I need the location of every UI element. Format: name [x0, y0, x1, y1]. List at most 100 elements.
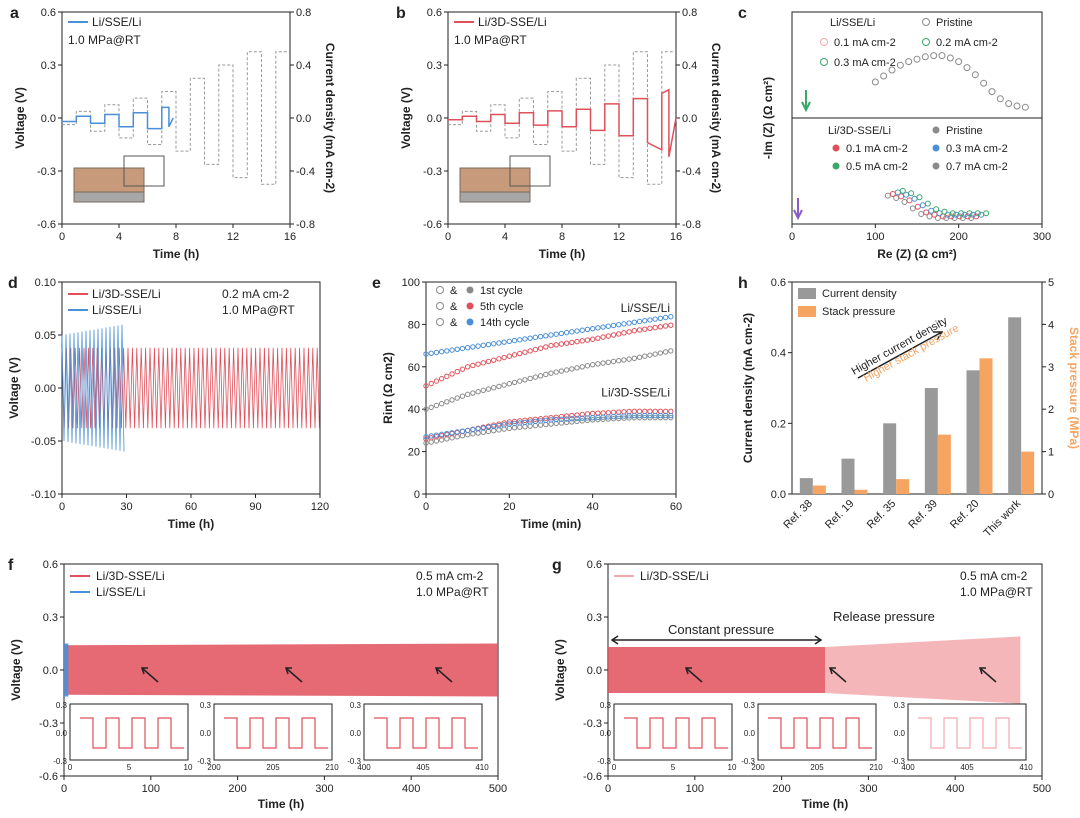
legend-label: Pristine: [946, 125, 983, 137]
x-tick-label: 100: [686, 783, 704, 795]
y-tick-label: 0.3: [41, 60, 56, 72]
rint-point: [569, 339, 575, 346]
nyquist-point: [896, 61, 904, 69]
y2-tick-label: 2: [1048, 404, 1054, 416]
y-tick-label: 60: [408, 362, 420, 374]
legend-label: Li/SSE/Li: [92, 15, 141, 29]
inset-y-tick: 0.0: [350, 729, 362, 738]
rint-point: [543, 415, 549, 421]
legend-marker: [932, 126, 940, 134]
y2-axis-label: Current density (mA cm-2): [323, 43, 337, 193]
rint-point: [657, 324, 664, 330]
x-tick-label: 100: [142, 783, 160, 795]
x-axis-label: Time (h): [153, 247, 199, 261]
zoom-arrow-icon: [140, 667, 159, 683]
nyquist-point: [1005, 100, 1013, 108]
bar-stack-pressure: [896, 479, 910, 494]
legend-label: Current density: [822, 288, 897, 300]
bar-stack-pressure: [854, 489, 868, 494]
legend-label: 0.1 mA cm-2: [846, 143, 908, 155]
rint-point: [470, 390, 476, 396]
rint-point: [496, 383, 502, 390]
rint-point: [636, 414, 643, 421]
legend-label: 0.3 mA cm-2: [834, 57, 896, 69]
y-tick-label: -0.6: [423, 219, 442, 231]
inset-x-tick: 405: [960, 763, 974, 772]
rint-point: [428, 435, 434, 441]
legend-label: Li/3D-SSE/Li: [640, 569, 709, 583]
nyquist-point: [913, 55, 921, 63]
rint-point: [574, 412, 580, 418]
panel-label: d: [8, 275, 18, 292]
inset-y-tick: 0.0: [744, 729, 756, 738]
nyquist-point: [983, 210, 990, 217]
bar-current-density: [799, 478, 813, 494]
rint-point: [616, 331, 622, 337]
rint-point: [589, 414, 596, 421]
rint-point: [574, 338, 580, 345]
rint-point: [444, 399, 450, 405]
y-tick-label: 0.0: [427, 113, 442, 125]
voltage-trace: [62, 106, 174, 130]
x-tick-label: 90: [249, 501, 261, 513]
nyquist-point: [980, 79, 988, 87]
y2-tick-label: 1: [1048, 447, 1054, 459]
electrolyte-layer: [459, 167, 531, 193]
y2-tick-label: 3: [1048, 362, 1054, 374]
rint-point: [610, 409, 617, 416]
inset-frame: [757, 703, 877, 761]
rint-point: [501, 339, 507, 345]
inset-y-tick: 0.3: [894, 701, 906, 710]
rint-point: [621, 330, 627, 336]
nyquist-point: [1021, 103, 1029, 111]
rint-point: [511, 418, 518, 425]
annotation-label: 1.0 MPa@RT: [68, 33, 141, 47]
legend-marker: [832, 144, 840, 152]
y-tick-label: 0.6: [427, 7, 442, 19]
y-tick-label: 0.6: [43, 559, 58, 571]
nyquist-point: [971, 71, 979, 79]
rint-point: [537, 416, 544, 422]
rint-point: [563, 340, 570, 346]
rint-point: [501, 420, 507, 426]
y2-tick-label: -0.4: [296, 166, 315, 178]
category-label: Ref. 35: [865, 498, 899, 532]
legend-swatch: [798, 306, 816, 317]
rint-point: [589, 410, 596, 417]
x-tick-label: 0: [789, 231, 795, 243]
inset-x-tick: 210: [869, 763, 883, 772]
category-label: This work: [982, 497, 1024, 539]
legend-label: 1st cycle: [480, 285, 523, 297]
x-tick-label: 100: [866, 231, 884, 243]
category-label: Ref. 20: [948, 498, 982, 532]
y-tick-label: -0.3: [583, 718, 602, 730]
cell-schematic: [73, 155, 165, 203]
rint-point: [647, 408, 653, 415]
x-tick-label: 0: [605, 783, 611, 795]
inset-y-tick: 0.3: [350, 701, 362, 710]
y-tick-label: 0.0: [587, 665, 602, 677]
inset-y-tick: 0.3: [200, 701, 212, 710]
rint-point: [454, 395, 460, 401]
rint-point: [527, 348, 533, 354]
rint-point: [433, 378, 440, 384]
inset-y-tick: 0.3: [744, 701, 756, 710]
inset-x-tick: 200: [207, 763, 221, 772]
annotation-label: 0.2 mA cm-2: [222, 287, 290, 301]
rint-point: [657, 412, 664, 419]
rint-point: [506, 381, 513, 387]
panel-label: e: [372, 275, 381, 292]
rint-point: [631, 319, 638, 325]
rint-point: [642, 412, 648, 419]
zoom-arrow-icon: [978, 667, 997, 683]
nyquist-point: [955, 58, 963, 66]
rint-point: [569, 329, 575, 335]
rint-point: [595, 361, 601, 367]
x-tick-label: 500: [489, 783, 507, 795]
rint-point: [506, 338, 513, 345]
nyquist-point: [911, 195, 918, 202]
inset-trace: [80, 717, 184, 749]
nyquist-point: [908, 190, 915, 197]
rint-point: [517, 378, 523, 384]
